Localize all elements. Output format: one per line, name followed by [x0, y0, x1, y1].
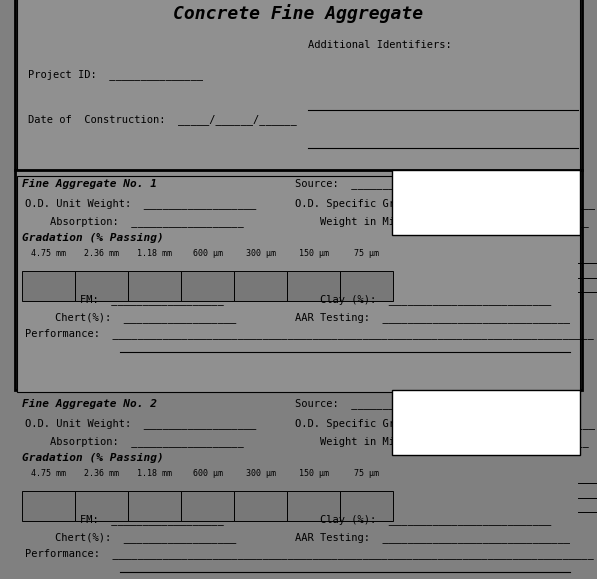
- Text: Weight in Mix:  ___________________________: Weight in Mix: _________________________…: [320, 437, 589, 448]
- Text: Absorption:  __________________: Absorption: __________________: [50, 217, 244, 228]
- Bar: [18, 0, 262, 30]
- Text: 2.36 mm: 2.36 mm: [84, 470, 119, 478]
- Bar: [75, 491, 128, 521]
- Text: Clay (%):  __________________________: Clay (%): __________________________: [320, 295, 551, 306]
- Bar: [181, 491, 234, 521]
- Text: O.D. Specific Gravity:  ________________________: O.D. Specific Gravity: _________________…: [295, 419, 595, 430]
- Bar: [17, 0, 580, 172]
- Text: O.D. Unit Weight:  __________________: O.D. Unit Weight: __________________: [25, 199, 256, 210]
- Text: 1.18 mm: 1.18 mm: [137, 470, 172, 478]
- Bar: [15, 170, 582, 390]
- Bar: [75, 271, 128, 301]
- Text: FM:  __________________: FM: __________________: [80, 295, 224, 306]
- Text: Source:  ________________________: Source: ________________________: [295, 398, 501, 409]
- Text: Absorption:  __________________: Absorption: __________________: [50, 437, 244, 448]
- Bar: [15, 0, 567, 25]
- Bar: [17, 176, 580, 392]
- Bar: [300, 0, 582, 30]
- Text: 300 μm: 300 μm: [245, 470, 275, 478]
- Text: Source:  ________________________: Source: ________________________: [295, 178, 501, 189]
- Bar: [340, 271, 393, 301]
- Text: 4.75 mm: 4.75 mm: [31, 250, 66, 258]
- Bar: [22, 271, 75, 301]
- Text: O.D. Unit Weight:  __________________: O.D. Unit Weight: __________________: [25, 419, 256, 430]
- Text: Chert(%):  __________________: Chert(%): __________________: [55, 533, 236, 544]
- Text: 75 μm: 75 μm: [354, 470, 379, 478]
- Text: Date of  Construction:  _____/______/______: Date of Construction: _____/______/_____…: [28, 115, 297, 126]
- Text: Fine Aggregate No. 2: Fine Aggregate No. 2: [22, 399, 157, 409]
- Text: 150 μm: 150 μm: [298, 250, 328, 258]
- Bar: [392, 170, 580, 235]
- Bar: [181, 271, 234, 301]
- Text: 150 μm: 150 μm: [298, 470, 328, 478]
- Text: FM:  __________________: FM: __________________: [80, 515, 224, 526]
- Text: Fine Aggregate No. 1: Fine Aggregate No. 1: [22, 179, 157, 189]
- Text: 1.18 mm: 1.18 mm: [137, 250, 172, 258]
- Bar: [340, 491, 393, 521]
- Text: Gradation (% Passing): Gradation (% Passing): [22, 233, 164, 243]
- Bar: [287, 271, 340, 301]
- Text: AAR Testing:  ______________________________: AAR Testing: ___________________________…: [295, 533, 570, 544]
- Text: Weight in Mix:  ___________________________: Weight in Mix: _________________________…: [320, 217, 589, 228]
- Text: Performance:  __________________________________________________________________: Performance: ___________________________…: [25, 548, 594, 559]
- Bar: [128, 271, 181, 301]
- Bar: [392, 390, 580, 455]
- Text: Project ID:  _______________: Project ID: _______________: [28, 69, 203, 80]
- Bar: [287, 491, 340, 521]
- Text: 4.75 mm: 4.75 mm: [31, 470, 66, 478]
- Bar: [15, 0, 582, 170]
- Text: 2.36 mm: 2.36 mm: [84, 250, 119, 258]
- Bar: [234, 491, 287, 521]
- Text: Chert(%):  __________________: Chert(%): __________________: [55, 313, 236, 324]
- Text: Performance:  __________________________________________________________________: Performance: ___________________________…: [25, 328, 594, 339]
- Bar: [234, 271, 287, 301]
- Bar: [128, 491, 181, 521]
- Text: 600 μm: 600 μm: [192, 470, 223, 478]
- Text: 75 μm: 75 μm: [354, 250, 379, 258]
- Text: Concrete Fine Aggregate: Concrete Fine Aggregate: [174, 5, 423, 24]
- Text: O.D. Specific Gravity:  ________________________: O.D. Specific Gravity: _________________…: [295, 199, 595, 210]
- Text: Clay (%):  __________________________: Clay (%): __________________________: [320, 515, 551, 526]
- Text: Additional Identifiers:: Additional Identifiers:: [308, 40, 452, 50]
- Text: 600 μm: 600 μm: [192, 250, 223, 258]
- Text: AAR Testing:  ______________________________: AAR Testing: ___________________________…: [295, 313, 570, 324]
- Text: Gradation (% Passing): Gradation (% Passing): [22, 453, 164, 463]
- Bar: [22, 491, 75, 521]
- Text: 300 μm: 300 μm: [245, 250, 275, 258]
